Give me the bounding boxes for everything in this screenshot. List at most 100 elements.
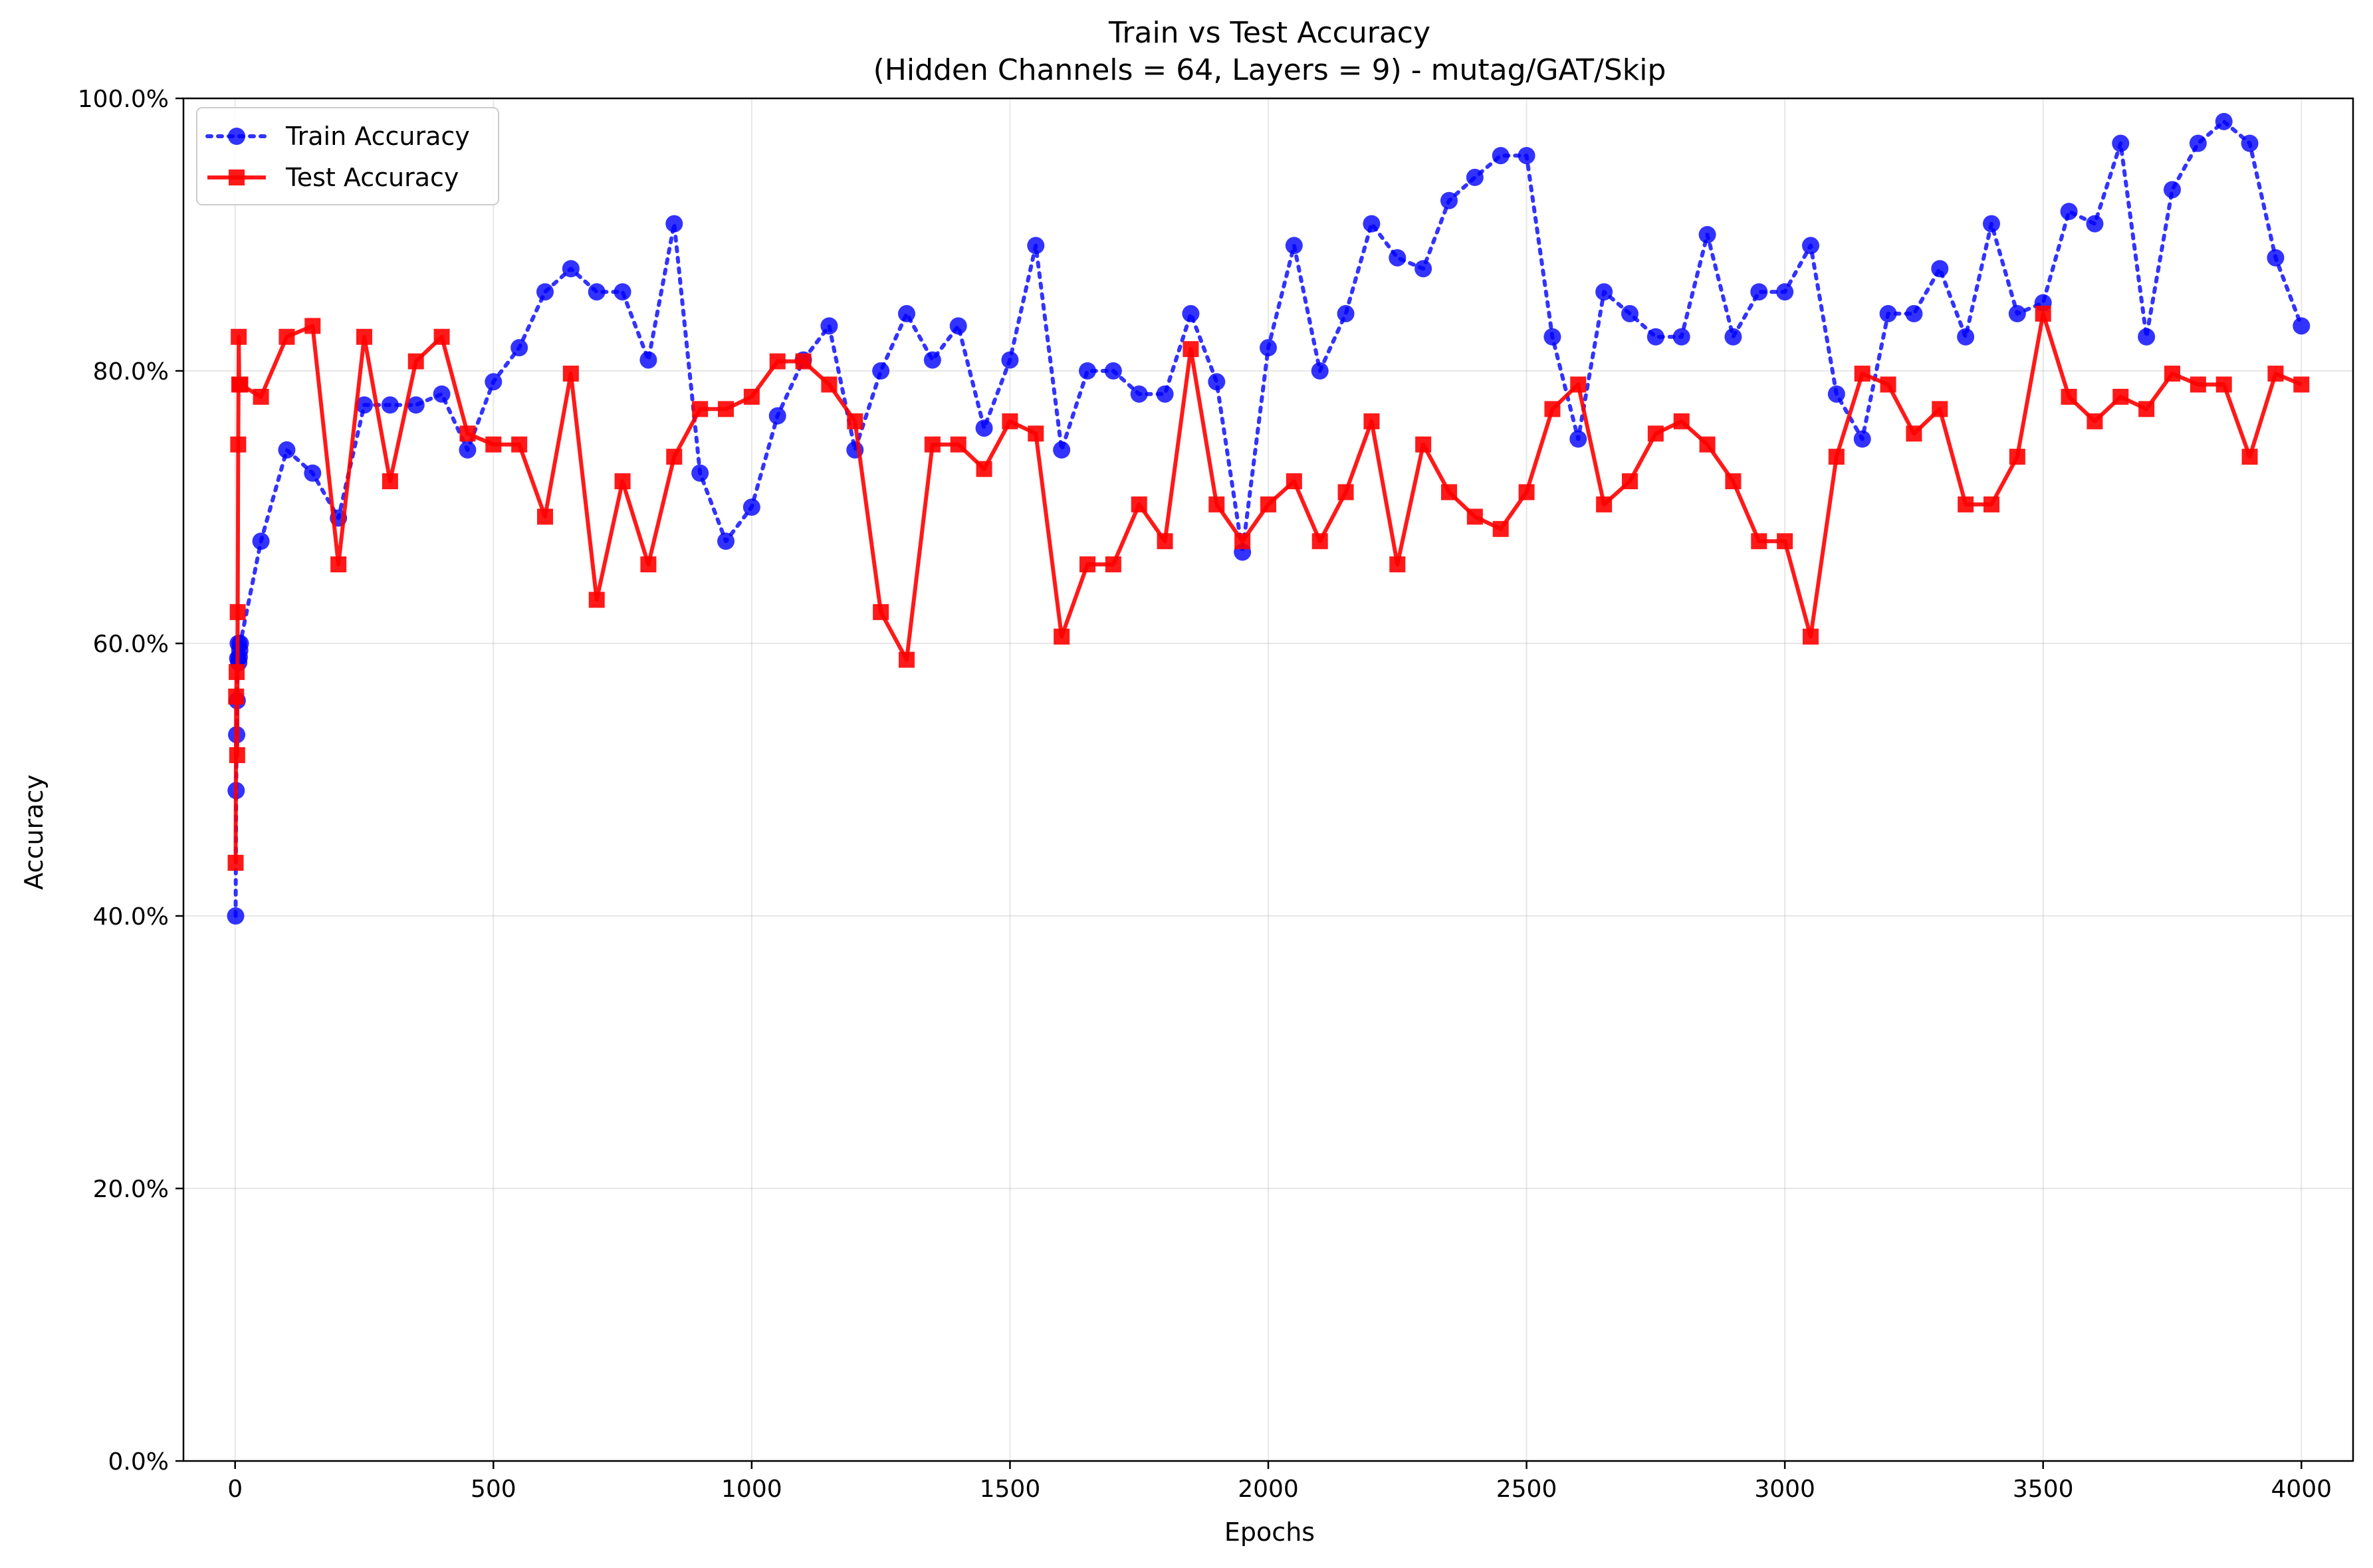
test-accuracy-point (279, 328, 295, 345)
train-accuracy-point (356, 396, 373, 414)
test-accuracy-point (485, 436, 502, 453)
test-accuracy-point (640, 556, 657, 573)
test-accuracy-point (666, 449, 683, 465)
train-accuracy-point (381, 396, 399, 414)
test-accuracy-point (1725, 473, 1742, 490)
train-accuracy-point (510, 339, 528, 357)
train-accuracy-point (691, 464, 709, 482)
train-accuracy-point (227, 907, 245, 925)
train-accuracy-point (1776, 283, 1794, 301)
test-accuracy-point (821, 376, 838, 393)
test-accuracy-point (1751, 533, 1767, 550)
train-accuracy-point (2060, 203, 2078, 221)
train-accuracy-point (2215, 112, 2233, 130)
x-tick-label: 3000 (1754, 1476, 1815, 1503)
test-accuracy-series (227, 305, 2310, 871)
train-accuracy-point (1879, 304, 1897, 322)
test-accuracy-point (1079, 556, 1095, 573)
test-accuracy-point (873, 604, 889, 620)
test-accuracy-point (2138, 401, 2155, 417)
test-accuracy-point (1518, 484, 1535, 501)
test-accuracy-point (1028, 425, 1044, 442)
x-tick-label: 2000 (1238, 1476, 1299, 1503)
train-accuracy-point (1931, 260, 1949, 278)
test-accuracy-point (229, 747, 245, 764)
train-accuracy-point (1208, 373, 1226, 391)
test-accuracy-point (562, 366, 579, 382)
test-accuracy-point (1803, 628, 1819, 645)
train-accuracy-point (231, 635, 249, 652)
test-accuracy-point (588, 592, 605, 608)
test-accuracy-point (407, 353, 424, 370)
y-tick-label: 60.0% (93, 631, 169, 658)
test-accuracy-point (304, 318, 321, 334)
test-accuracy-point (459, 425, 476, 442)
test-accuracy-point (1415, 436, 1432, 453)
train-accuracy-point (1983, 215, 2000, 233)
test-accuracy-point (1777, 533, 1793, 550)
train-accuracy-point (1414, 260, 1432, 278)
train-accuracy-point (562, 260, 580, 278)
x-tick-label: 2500 (1496, 1476, 1557, 1503)
test-accuracy-point (229, 664, 245, 681)
y-tick-label: 100.0% (78, 86, 169, 113)
train-accuracy-point (2138, 328, 2156, 346)
test-accuracy-point (1441, 484, 1457, 501)
train-accuracy-point (485, 373, 503, 391)
y-tick-label: 80.0% (93, 358, 169, 386)
test-accuracy-point (1363, 413, 1380, 429)
y-axis-ticks: 0.0% 20.0% 40.0% 60.0% 80.0% 100.0% (78, 86, 183, 1476)
grid-lines (183, 98, 2353, 1462)
test-accuracy-point (1157, 533, 1173, 550)
train-accuracy-point (717, 532, 734, 550)
test-accuracy-point (1622, 473, 1638, 490)
test-accuracy-point (1596, 496, 1613, 512)
legend: Train Accuracy Test Accuracy (196, 107, 499, 205)
train-accuracy-point (1543, 328, 1561, 346)
test-accuracy-point (1054, 628, 1070, 645)
train-accuracy-point (639, 351, 657, 369)
test-accuracy-point (228, 688, 245, 705)
legend-test-label: Test Accuracy (285, 163, 459, 192)
test-accuracy-point (382, 473, 398, 490)
test-accuracy-point (1906, 425, 1922, 442)
x-tick-label: 500 (471, 1476, 516, 1503)
test-accuracy-point (2267, 366, 2284, 382)
train-accuracy-point (1569, 430, 1587, 448)
train-accuracy-point (459, 441, 477, 459)
y-axis-label: Accuracy (19, 774, 49, 890)
test-accuracy-point (1105, 556, 1121, 573)
train-accuracy-point (742, 499, 760, 516)
test-accuracy-point (1854, 366, 1870, 382)
test-accuracy-point (1828, 449, 1845, 465)
train-accuracy-point (1440, 191, 1458, 209)
train-accuracy-point (768, 407, 786, 425)
test-accuracy-point (2164, 366, 2180, 382)
test-accuracy-point (1570, 376, 1587, 393)
test-accuracy-point (1260, 496, 1276, 512)
test-accuracy-point (1673, 413, 1690, 429)
train-accuracy-point (2008, 304, 2026, 322)
train-accuracy-point (2241, 134, 2259, 152)
test-accuracy-point (330, 556, 347, 573)
train-accuracy-point (820, 317, 838, 335)
test-accuracy-point (769, 353, 786, 370)
test-accuracy-point (537, 508, 553, 525)
train-accuracy-point (1466, 168, 1484, 186)
test-accuracy-point (1208, 496, 1225, 512)
train-accuracy-point (1104, 362, 1122, 380)
train-accuracy-point (1311, 362, 1329, 380)
train-accuracy-point (1079, 362, 1096, 380)
test-accuracy-point (976, 461, 992, 477)
x-tick-label: 4000 (2271, 1476, 2332, 1503)
x-axis-ticks: 0 500 1000 1500 2000 2500 3000 3500 4000 (227, 1461, 2332, 1503)
test-accuracy-point (1183, 341, 1199, 358)
train-accuracy-point (1750, 283, 1768, 301)
train-accuracy-point (1957, 328, 1975, 346)
train-accuracy-point (433, 385, 451, 403)
train-accuracy-point (2189, 134, 2207, 152)
test-accuracy-point (1983, 496, 1999, 512)
test-accuracy-point (227, 855, 244, 871)
test-accuracy-point (743, 388, 760, 405)
